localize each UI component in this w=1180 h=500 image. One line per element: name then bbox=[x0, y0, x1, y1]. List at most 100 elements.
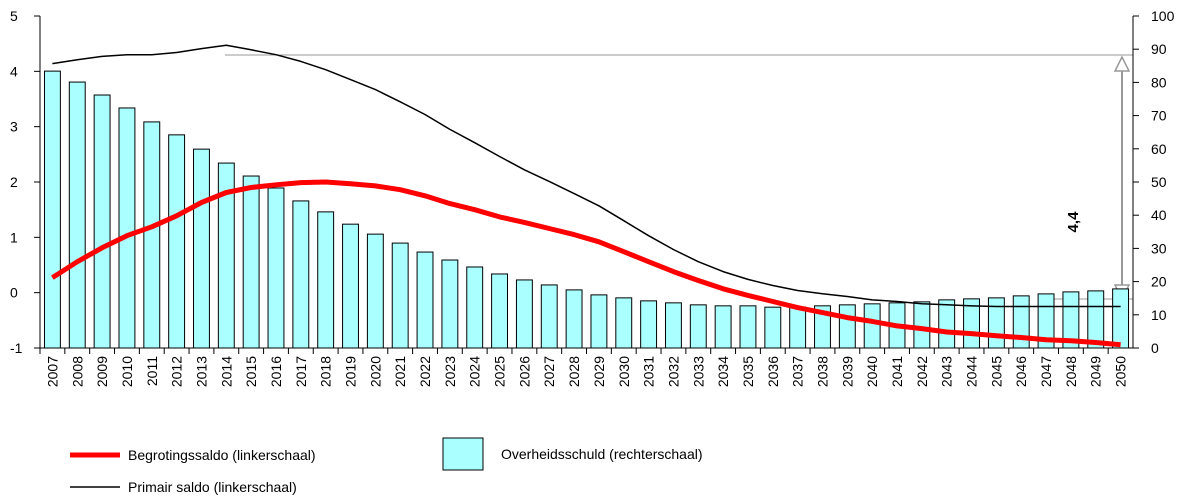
x-tick-label: 2032 bbox=[665, 356, 681, 387]
bar bbox=[640, 300, 658, 349]
x-tick-label: 2025 bbox=[492, 356, 508, 387]
bar bbox=[764, 306, 782, 349]
bar bbox=[664, 302, 682, 349]
bar bbox=[242, 175, 260, 349]
x-tick-label: 2024 bbox=[467, 356, 483, 387]
y-tick-label: 5 bbox=[10, 8, 18, 24]
bar bbox=[491, 273, 509, 349]
arrow-head bbox=[1113, 55, 1131, 72]
legend-label: Primair saldo (linkerschaal) bbox=[128, 479, 297, 495]
x-tick-label: 2013 bbox=[193, 356, 209, 387]
bar bbox=[118, 107, 136, 349]
x-tick-label: 2020 bbox=[367, 356, 383, 387]
bar bbox=[93, 94, 111, 349]
x-tick-label: 2010 bbox=[119, 356, 135, 387]
bar bbox=[689, 304, 707, 349]
y2-tick-label: 100 bbox=[1151, 8, 1175, 24]
x-tick-label: 2031 bbox=[641, 356, 657, 387]
bar bbox=[590, 294, 608, 349]
x-tick-label: 2016 bbox=[268, 356, 284, 387]
bar bbox=[143, 121, 161, 349]
x-tick-label: 2021 bbox=[392, 356, 408, 387]
x-tick-label: 2029 bbox=[591, 356, 607, 387]
legend-label: Begrotingssaldo (linkerschaal) bbox=[128, 447, 316, 463]
bar bbox=[43, 70, 61, 349]
x-tick-label: 2049 bbox=[1088, 356, 1104, 387]
x-tick-label: 2008 bbox=[69, 356, 85, 387]
bar bbox=[168, 134, 186, 349]
x-tick-label: 2045 bbox=[988, 356, 1004, 387]
bar bbox=[739, 305, 757, 349]
x-tick-label: 2028 bbox=[566, 356, 582, 387]
bar bbox=[540, 284, 558, 349]
x-tick-label: 2015 bbox=[243, 356, 259, 387]
y2-tick-label: 40 bbox=[1151, 207, 1167, 223]
x-tick-label: 2018 bbox=[318, 356, 334, 387]
bar bbox=[789, 306, 807, 349]
x-tick-label: 2012 bbox=[169, 356, 185, 387]
x-tick-label: 2047 bbox=[1038, 356, 1054, 387]
x-tick-label: 2023 bbox=[442, 356, 458, 387]
bar bbox=[342, 223, 359, 349]
bar bbox=[317, 211, 335, 349]
x-tick-label: 2017 bbox=[293, 356, 309, 387]
bar bbox=[1112, 288, 1130, 349]
bar bbox=[1087, 290, 1105, 349]
y-tick-label: 0 bbox=[10, 285, 18, 301]
x-tick-label: 2019 bbox=[343, 356, 359, 387]
bar bbox=[863, 303, 881, 349]
y2-tick-label: 60 bbox=[1151, 141, 1167, 157]
y2-tick-label: 80 bbox=[1151, 74, 1167, 90]
legend-swatch bbox=[442, 437, 484, 471]
y2-tick-label: 30 bbox=[1151, 240, 1167, 256]
line bbox=[52, 44, 1121, 308]
bar bbox=[416, 251, 434, 349]
y-tick-label: 4 bbox=[10, 63, 18, 79]
x-tick-label: 2048 bbox=[1063, 356, 1079, 387]
y2-tick-label: 0 bbox=[1151, 340, 1159, 356]
bar bbox=[68, 81, 86, 349]
y-tick-label: 3 bbox=[10, 119, 18, 135]
x-tick-label: 2050 bbox=[1113, 356, 1129, 387]
x-tick-label: 2007 bbox=[44, 356, 60, 387]
bar bbox=[366, 233, 384, 349]
y2-tick-label: 10 bbox=[1151, 307, 1167, 323]
x-tick-label: 2046 bbox=[1013, 356, 1029, 387]
annotation: 4,4 bbox=[1065, 211, 1082, 233]
x-tick-label: 2030 bbox=[616, 356, 632, 387]
x-tick-label: 2036 bbox=[765, 356, 781, 387]
bar bbox=[391, 242, 409, 349]
bar bbox=[987, 297, 1005, 349]
x-tick-label: 2039 bbox=[839, 356, 855, 387]
x-tick-label: 2011 bbox=[144, 356, 160, 386]
legend-label: Overheidsschuld (rechterschaal) bbox=[501, 446, 703, 462]
line bbox=[51, 179, 1121, 348]
x-tick-label: 2034 bbox=[715, 356, 731, 387]
x-tick-label: 2043 bbox=[939, 356, 955, 387]
x-tick-label: 2035 bbox=[740, 356, 756, 387]
bar bbox=[466, 266, 484, 349]
y2-tick-label: 20 bbox=[1151, 274, 1167, 290]
bar bbox=[292, 200, 310, 349]
y-tick-label: 2 bbox=[10, 174, 18, 190]
x-tick-label: 2014 bbox=[218, 356, 234, 387]
y2-tick-label: 90 bbox=[1151, 41, 1167, 57]
x-tick-label: 2042 bbox=[914, 356, 930, 387]
x-tick-label: 2022 bbox=[417, 356, 433, 387]
x-tick-label: 2037 bbox=[790, 356, 806, 387]
x-tick-label: 2033 bbox=[690, 356, 706, 387]
y-tick-label: -1 bbox=[10, 340, 23, 356]
x-tick-label: 2044 bbox=[964, 356, 980, 387]
y2-tick-label: 50 bbox=[1151, 174, 1167, 190]
bar bbox=[515, 279, 533, 349]
x-tick-label: 2041 bbox=[889, 356, 905, 387]
bar bbox=[938, 299, 956, 349]
bar bbox=[615, 297, 633, 349]
y-tick-label: 1 bbox=[10, 229, 18, 245]
y2-tick-label: 70 bbox=[1151, 108, 1167, 124]
bar bbox=[267, 187, 285, 349]
bar bbox=[838, 304, 856, 349]
x-tick-label: 2026 bbox=[516, 356, 532, 387]
bar bbox=[913, 301, 931, 349]
